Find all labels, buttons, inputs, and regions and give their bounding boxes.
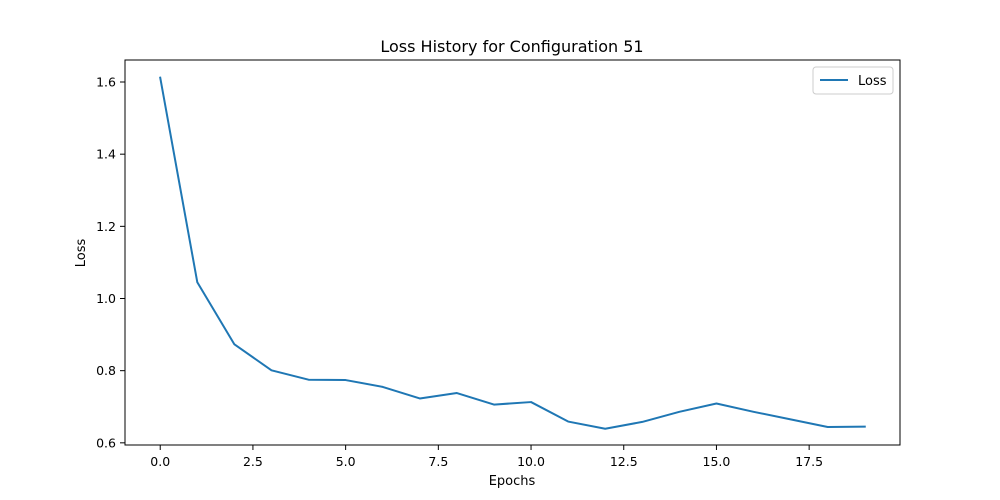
y-tick-label: 1.0 — [96, 291, 116, 306]
loss-series-line — [159, 76, 866, 430]
x-tick-label: 10.0 — [517, 454, 545, 469]
x-tick-label: 12.5 — [610, 454, 638, 469]
x-tick-label: 17.5 — [795, 454, 823, 469]
chart-title: Loss History for Configuration 51 — [380, 37, 643, 56]
y-axis-ticks: 0.6 0.8 1.0 1.2 1.4 1.6 — [96, 75, 125, 450]
x-axis-ticks: 0.0 2.5 5.0 7.5 10.0 12.5 15.0 17.5 — [150, 445, 823, 469]
x-axis-label: Epochs — [489, 474, 536, 489]
y-axis-label: Loss — [74, 239, 89, 268]
y-tick-label: 1.4 — [96, 147, 116, 162]
plot-clip-area — [159, 76, 866, 430]
x-tick-label: 15.0 — [703, 454, 731, 469]
x-tick-label: 7.5 — [428, 454, 448, 469]
x-tick-label: 5.0 — [336, 454, 356, 469]
x-tick-label: 0.0 — [150, 454, 170, 469]
legend-box — [812, 66, 894, 95]
plot-frame — [124, 59, 901, 446]
y-tick-label: 0.8 — [96, 363, 116, 378]
loss-data-points — [160, 77, 865, 429]
y-tick-label: 1.6 — [96, 75, 116, 90]
y-tick-label: 1.2 — [96, 219, 116, 234]
x-tick-label: 2.5 — [243, 454, 263, 469]
legend-label-loss: Loss — [858, 74, 887, 89]
legend: Loss — [812, 66, 894, 95]
y-tick-label: 0.6 — [96, 435, 116, 450]
